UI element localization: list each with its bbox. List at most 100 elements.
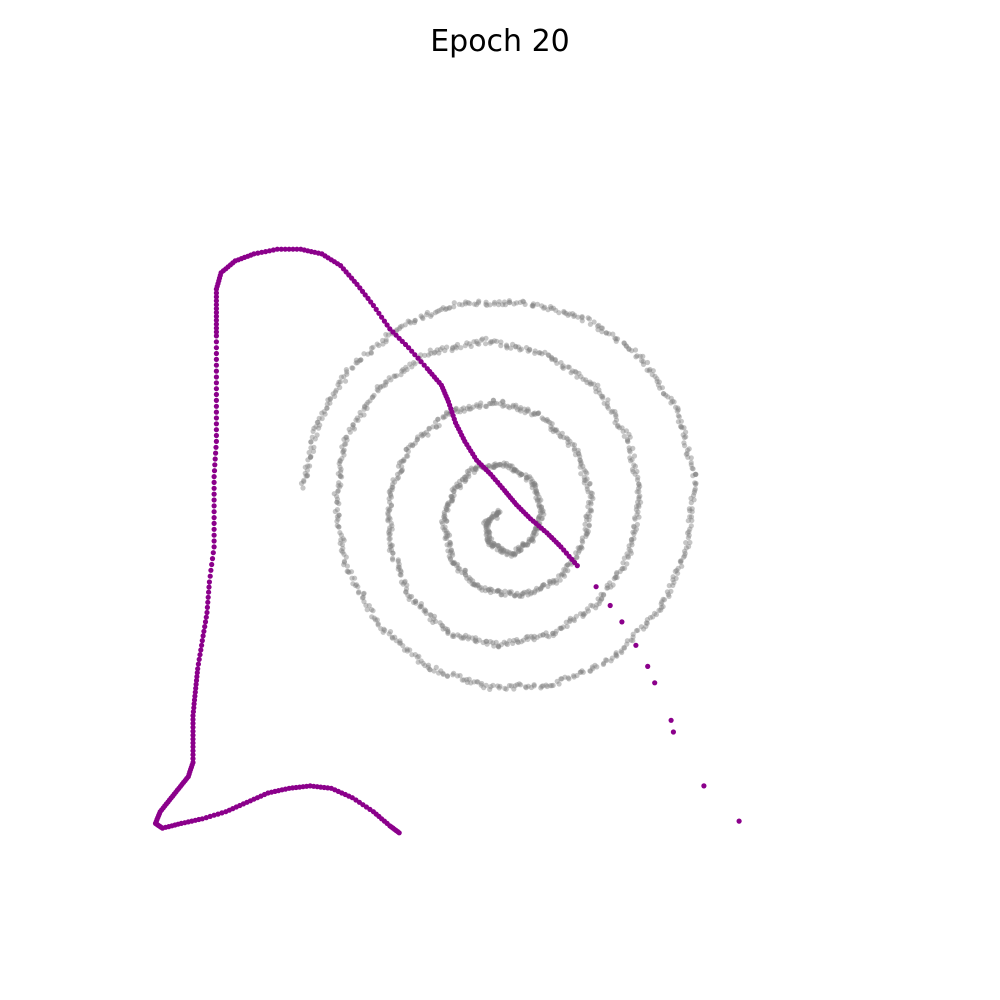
target-point [670,582,676,589]
target-point [495,509,501,515]
target-point [419,604,425,610]
target-point [483,524,489,530]
target-point [337,458,343,465]
target-point [659,385,666,391]
target-point [491,542,497,549]
model-point [213,415,219,421]
target-point [498,589,504,595]
target-point [446,305,452,311]
target-point [609,408,616,414]
target-point [504,345,510,351]
model-point [390,329,396,335]
target-point [533,488,539,494]
target-point [565,364,571,370]
target-point [492,299,498,305]
target-point [629,466,636,473]
target-point [547,579,553,585]
target-point [406,596,412,603]
target-point [564,435,570,441]
target-point [390,477,396,483]
target-point [422,607,428,613]
target-point [586,481,593,487]
target-point [561,566,567,573]
target-point [564,623,570,630]
target-point [455,561,461,568]
target-point [635,627,641,633]
target-point [615,423,621,429]
target-point [527,347,533,353]
target-point [485,537,491,543]
target-point [496,685,502,691]
target-point [621,555,628,561]
target-point [685,454,691,460]
target-point [336,501,342,507]
target-point [301,477,307,483]
target-point [550,630,556,636]
target-point [486,539,492,545]
target-point [405,453,411,459]
target-point [342,378,349,384]
target-point [595,323,601,329]
target-point [396,561,402,567]
target-point [531,682,537,688]
target-point [583,513,589,519]
target-point [334,518,340,524]
target-point [387,525,393,531]
target-point [468,680,474,686]
target-point [675,413,682,419]
target-point [457,485,464,491]
target-point [428,350,434,356]
target-point [486,516,492,522]
target-point [565,312,571,318]
target-point [482,518,488,524]
target-point [386,375,392,381]
target-point [499,545,505,552]
target-point [563,310,569,316]
target-point [456,301,462,307]
target-point [561,434,567,441]
target-point [491,464,497,471]
target-point [478,585,484,591]
target-point [337,464,343,470]
model-point [213,374,219,380]
target-point [543,418,549,424]
target-point [540,683,546,689]
target-point [506,299,512,305]
target-point [378,626,384,632]
target-point [631,453,638,459]
target-point [681,440,687,446]
target-point [462,567,468,573]
target-point [596,387,602,393]
target-point [686,506,693,512]
model-point [191,697,198,703]
target-point [404,648,410,654]
target-point [497,683,503,689]
target-point [521,406,527,412]
model-point [190,732,196,738]
target-point [397,638,403,644]
model-point [194,674,200,680]
model-point [255,250,261,256]
target-point [523,472,529,478]
target-point [339,444,345,450]
target-point [571,442,578,448]
target-point [443,528,449,534]
target-point [571,617,578,624]
target-point [586,517,592,523]
target-point [343,434,349,440]
model-point [290,246,296,252]
model-point [190,720,196,727]
target-point [634,489,640,495]
target-point [539,303,545,309]
target-point [466,676,472,682]
target-point [436,670,442,676]
target-point [550,426,556,432]
target-point [490,682,496,689]
target-point [427,666,433,673]
target-point [681,425,687,431]
target-point [629,457,635,463]
target-point [423,610,429,617]
target-point [427,347,433,353]
target-point [477,404,483,410]
target-point [570,673,577,679]
